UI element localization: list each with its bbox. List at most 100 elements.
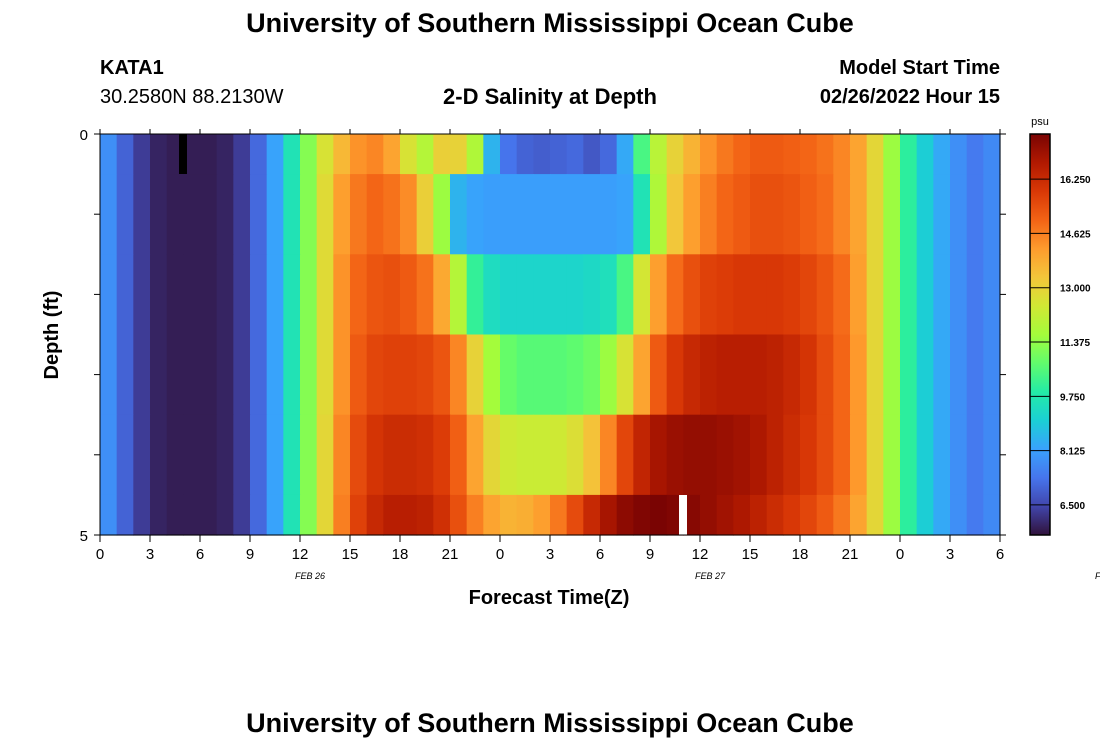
- heatmap-cell: [833, 494, 851, 536]
- heatmap-cell: [316, 174, 334, 255]
- heatmap-cell: [516, 414, 534, 496]
- heatmap-cell: [783, 174, 801, 255]
- heatmap-cell: [150, 174, 168, 255]
- heatmap-cell: [683, 174, 701, 255]
- heatmap-cell: [600, 254, 618, 336]
- heatmap-cell: [683, 334, 701, 416]
- heatmap-cell: [733, 334, 751, 416]
- heatmap-cell: [450, 174, 468, 255]
- heatmap-cell: [350, 134, 368, 175]
- heatmap-cell: [200, 254, 218, 336]
- heatmap-cell: [233, 494, 251, 536]
- heatmap-cell: [900, 334, 918, 416]
- heatmap-cell: [416, 134, 434, 175]
- heatmap-cell: [250, 494, 268, 536]
- heatmap-cell: [650, 174, 668, 255]
- heatmap-cell: [416, 414, 434, 496]
- heatmap-cell: [566, 174, 584, 255]
- heatmap-cell: [400, 174, 418, 255]
- heatmap-cell: [916, 134, 934, 175]
- heatmap-cell: [183, 134, 201, 175]
- heatmap-cell: [350, 254, 368, 336]
- heatmap-cell: [450, 494, 468, 536]
- heatmap-cell: [850, 414, 868, 496]
- heatmap-cell: [750, 414, 768, 496]
- heatmap-cell: [933, 254, 951, 336]
- heatmap-cell: [283, 254, 301, 336]
- x-tick-label: 3: [946, 546, 954, 563]
- heatmap-cell: [683, 414, 701, 496]
- heatmap-cell: [216, 494, 234, 536]
- heatmap-cell: [800, 254, 818, 336]
- heatmap-cell: [300, 254, 318, 336]
- heatmap-cell: [483, 414, 501, 496]
- heatmap-cell: [350, 494, 368, 536]
- heatmap-cell: [866, 414, 884, 496]
- x-tick-label: 3: [546, 546, 554, 563]
- heatmap-cell: [450, 334, 468, 416]
- x-tick-label: 0: [896, 546, 904, 563]
- heatmap-cell: [516, 134, 534, 175]
- heatmap-cell: [666, 174, 684, 255]
- heatmap-cell: [900, 414, 918, 496]
- heatmap-cell: [216, 174, 234, 255]
- y-axis-title: Depth (ft): [41, 291, 63, 380]
- heatmap-cell: [950, 494, 968, 536]
- heatmap-cell: [733, 494, 751, 536]
- heatmap-cell: [983, 334, 1001, 416]
- heatmap-cell: [266, 134, 284, 175]
- heatmap-cell: [783, 254, 801, 336]
- heatmap-cell: [133, 134, 151, 175]
- heatmap-cell: [700, 414, 718, 496]
- heatmap-cell: [583, 174, 601, 255]
- model-start-time: 02/26/2022 Hour 15: [819, 86, 1000, 108]
- heatmap-cell: [766, 334, 784, 416]
- x-tick-label: 12: [692, 546, 709, 563]
- heatmap-cell: [700, 254, 718, 336]
- heatmap-cell: [616, 494, 634, 536]
- colorbar-unit: psu: [1031, 116, 1049, 128]
- heatmap-cell: [333, 134, 351, 175]
- x-tick-label: 0: [96, 546, 104, 563]
- heatmap-cell: [300, 174, 318, 255]
- heatmap-cell: [916, 414, 934, 496]
- heatmap-cell: [100, 174, 118, 255]
- heatmap-cell: [933, 174, 951, 255]
- heatmap-cell: [283, 134, 301, 175]
- heatmap-cell: [600, 414, 618, 496]
- heatmap-cell: [233, 334, 251, 416]
- heatmap-cell: [933, 334, 951, 416]
- heatmap-cell: [866, 134, 884, 175]
- heatmap-cell: [133, 494, 151, 536]
- y-tick-label: 5: [80, 528, 88, 545]
- heatmap-cell: [683, 254, 701, 336]
- heatmap-cell: [900, 134, 918, 175]
- heatmap-cell: [116, 414, 134, 496]
- x-tick-label: 21: [442, 546, 459, 563]
- heatmap-cell: [666, 254, 684, 336]
- heatmap-cell: [833, 254, 851, 336]
- heatmap-cell: [316, 254, 334, 336]
- heatmap-cell: [733, 414, 751, 496]
- page-title: University of Southern Mississippi Ocean…: [246, 8, 854, 38]
- heatmap-cell: [650, 134, 668, 175]
- heatmap-cell: [666, 334, 684, 416]
- heatmap-cell: [200, 174, 218, 255]
- heatmap-cell: [816, 494, 834, 536]
- heatmap-cell: [133, 414, 151, 496]
- heatmap-cell: [983, 494, 1001, 536]
- heatmap-cell: [450, 134, 468, 175]
- heatmap-cell: [500, 494, 518, 536]
- heatmap-cell: [716, 134, 734, 175]
- heatmap-cell: [433, 174, 451, 255]
- heatmap-cell: [816, 254, 834, 336]
- heatmap-cell: [683, 134, 701, 175]
- heatmap-cell: [350, 414, 368, 496]
- heatmap-cell: [966, 174, 984, 255]
- heatmap-cell: [883, 134, 901, 175]
- heatmap-cell: [966, 494, 984, 536]
- heatmap-cell: [433, 134, 451, 175]
- heatmap-cell: [550, 134, 568, 175]
- heatmap-cell: [150, 414, 168, 496]
- heatmap-cell: [466, 414, 484, 496]
